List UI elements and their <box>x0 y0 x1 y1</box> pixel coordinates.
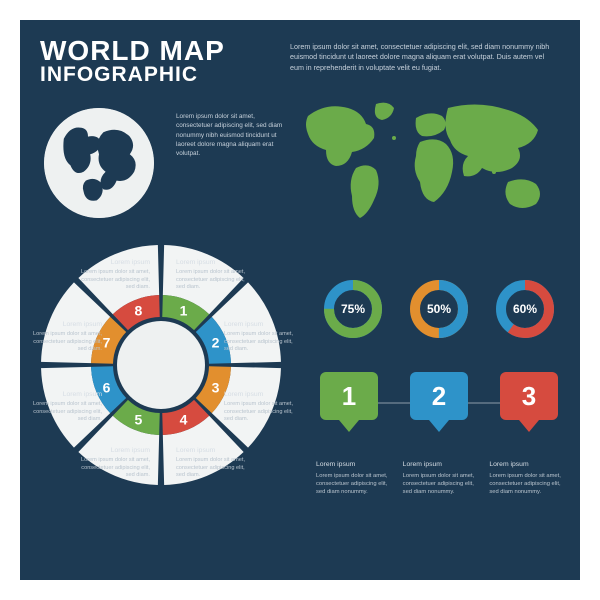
marker-pins-row: 1 2 3 <box>320 372 560 452</box>
svg-text:1: 1 <box>180 302 188 318</box>
mid-paragraph: Lorem ipsum dolor sit amet, consectetuer… <box>176 112 286 158</box>
svg-text:5: 5 <box>135 412 143 428</box>
pin-3-number: 3 <box>522 381 536 412</box>
title-line-2: INFOGRAPHIC <box>40 65 225 85</box>
donut-3-label: 60% <box>494 278 556 340</box>
marker-pin-2: 2 <box>410 372 468 452</box>
infographic-page: WORLD MAP INFOGRAPHIC Lorem ipsum dolor … <box>20 20 580 580</box>
pin-caption-1: Lorem ipsumLorem ipsum dolor sit amet, c… <box>316 460 391 496</box>
pin-captions: Lorem ipsumLorem ipsum dolor sit amet, c… <box>316 460 564 496</box>
hero-paragraph: Lorem ipsum dolor sit amet, consectetuer… <box>290 42 560 73</box>
world-map <box>298 98 558 228</box>
marker-pin-3: 3 <box>500 372 558 452</box>
page-title: WORLD MAP INFOGRAPHIC <box>40 38 225 85</box>
svg-text:8: 8 <box>135 302 143 318</box>
svg-text:4: 4 <box>180 412 188 428</box>
donut-2-label: 50% <box>408 278 470 340</box>
donut-chart-2: 50% <box>408 278 470 340</box>
donut-chart-1: 75% <box>322 278 384 340</box>
title-line-1: WORLD MAP <box>40 38 225 65</box>
marker-pin-1: 1 <box>320 372 378 452</box>
pin-1-number: 1 <box>342 381 356 412</box>
svg-text:7: 7 <box>103 334 111 350</box>
pin-caption-2: Lorem ipsumLorem ipsum dolor sit amet, c… <box>403 460 478 496</box>
segmented-wheel-chart: 12345678 Lorem ipsumLorem ipsum dolor si… <box>36 240 286 490</box>
globe-icon <box>44 108 154 218</box>
donut-chart-3: 60% <box>494 278 556 340</box>
svg-text:6: 6 <box>103 380 111 396</box>
svg-text:3: 3 <box>212 380 220 396</box>
svg-text:2: 2 <box>212 334 220 350</box>
pin-caption-3: Lorem ipsumLorem ipsum dolor sit amet, c… <box>489 460 564 496</box>
pin-2-number: 2 <box>432 381 446 412</box>
donut-1-label: 75% <box>322 278 384 340</box>
